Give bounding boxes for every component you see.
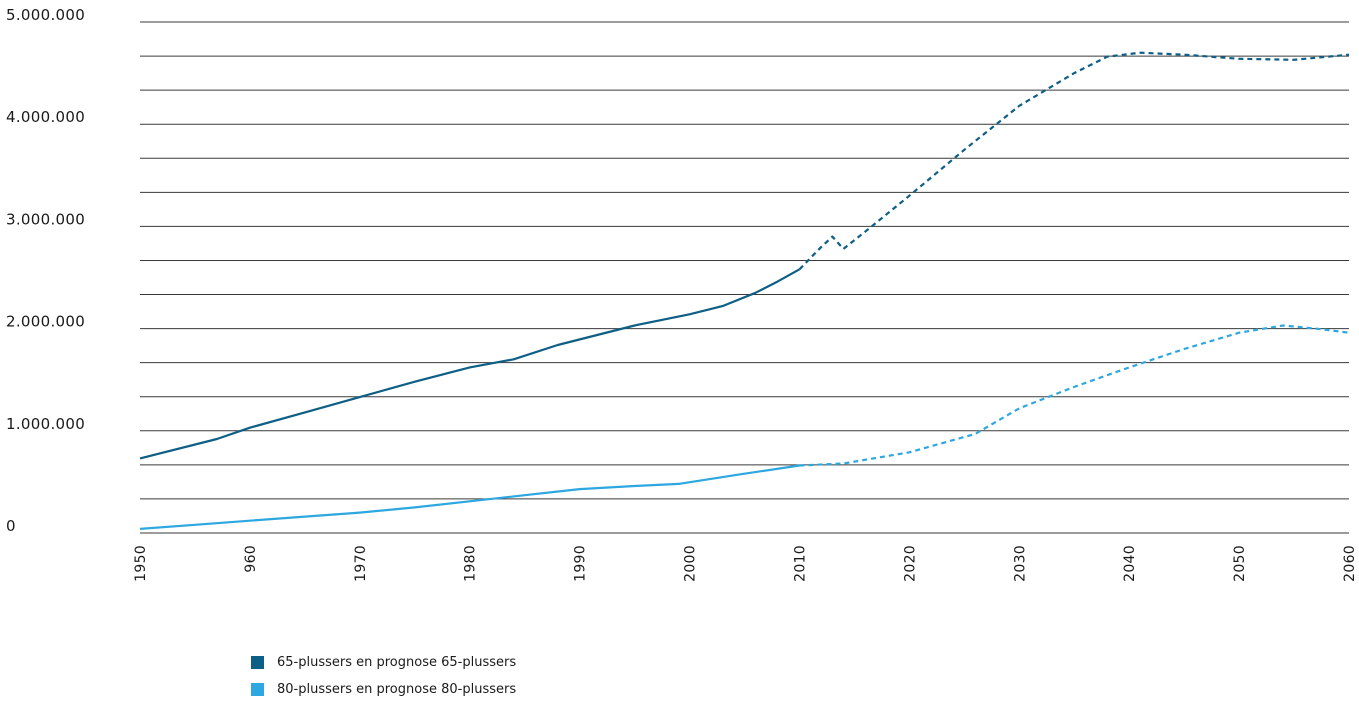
x-tick-label: 2020 [902, 545, 918, 582]
series-line-3 [799, 324, 1350, 467]
x-tick-label: 2060 [1342, 545, 1358, 582]
x-tick-label: 1980 [463, 545, 479, 582]
legend-swatch-80-plus [251, 682, 264, 696]
x-tick-label: 1990 [573, 545, 589, 582]
legend-swatch-65-plus [251, 655, 264, 669]
y-tick-label: 5.000.000 [6, 6, 85, 24]
x-tick-label: 2010 [792, 545, 808, 582]
x-tick-label: 960 [243, 545, 259, 573]
grid-lines [140, 21, 1349, 534]
series-line-0 [139, 268, 801, 460]
x-tick-label: 1970 [353, 545, 369, 582]
legend-item-65-plus: 65-plussers en prognose 65-plussers [251, 652, 516, 672]
x-tick-label: 2040 [1122, 545, 1138, 582]
y-tick-label: 0 [6, 517, 16, 535]
y-tick-label: 1.000.000 [6, 415, 85, 433]
x-tick-label: 2000 [683, 545, 699, 582]
y-tick-label: 3.000.000 [6, 210, 85, 228]
x-tick-label: 1950 [133, 545, 149, 582]
x-axis-ticks: 1950 960 1970 1980 1990 2000 2010 2020 2030 2040 2… [133, 545, 1358, 582]
legend-label-80-plus: 80-plussers en prognose 80-plussers [277, 681, 517, 697]
legend-item-80-plus: 80-plussers en prognose 80-plussers [251, 679, 516, 699]
legend-label-65-plus: 65-plussers en prognose 65-plussers [277, 654, 517, 670]
y-tick-label: 2.000.000 [6, 313, 85, 331]
series-line-1 [798, 51, 1350, 271]
series-lines [139, 51, 1350, 530]
y-axis-ticks: 0 1.000.000 2.000.000 3.000.000 4.000.000 5.0… [6, 6, 85, 535]
y-tick-label: 4.000.000 [6, 108, 85, 126]
legend: 65-plussers en prognose 65-plussers 80-p… [251, 652, 516, 706]
x-tick-label: 2050 [1232, 545, 1248, 582]
x-tick-label: 2030 [1012, 545, 1028, 582]
series-line-2 [139, 464, 800, 530]
